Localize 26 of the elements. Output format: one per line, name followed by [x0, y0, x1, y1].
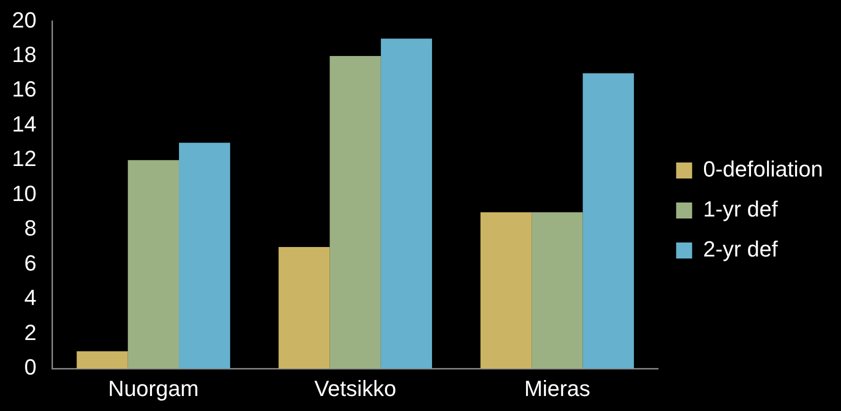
bar [480, 212, 532, 369]
y-tick-label: 10 [12, 180, 36, 206]
x-tick-label: Vetsikko [314, 376, 396, 401]
y-tick-label: 0 [24, 354, 36, 380]
y-tick-label: 4 [24, 285, 36, 310]
y-tick-label: 16 [12, 76, 36, 102]
legend-label: 1-yr def [703, 196, 779, 222]
bar [76, 351, 128, 369]
legend-label: 2-yr def [703, 236, 779, 262]
y-tick-label: 14 [12, 111, 36, 136]
x-tick-label: Nuorgam [108, 376, 199, 401]
y-tick-label: 20 [12, 7, 36, 32]
y-tick-label: 12 [12, 146, 36, 172]
legend-label: 0-defoliation [703, 156, 824, 182]
y-tick-label: 8 [24, 216, 36, 241]
bar [128, 160, 179, 369]
bar [582, 73, 634, 369]
bar [380, 38, 432, 369]
y-tick-label: 2 [24, 320, 36, 345]
y-tick-label: 6 [24, 250, 36, 276]
x-tick-label: Mieras [524, 376, 590, 401]
bar [278, 247, 330, 369]
y-tick-label: 18 [12, 42, 36, 68]
bar [532, 212, 583, 369]
bar [330, 56, 381, 369]
bar [178, 142, 230, 369]
